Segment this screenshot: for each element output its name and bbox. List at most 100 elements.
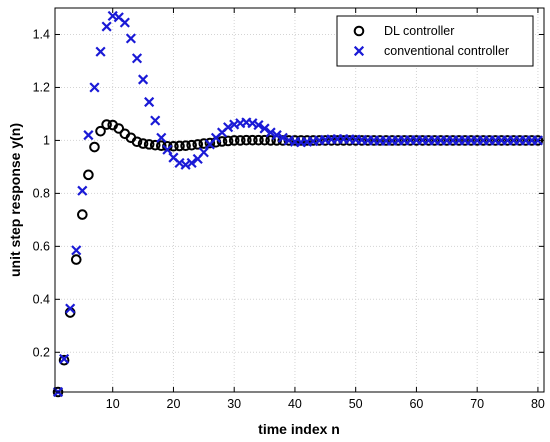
data-point [58, 354, 70, 366]
data-point [149, 139, 161, 151]
series-layer [52, 10, 544, 398]
legend-marker [353, 25, 365, 37]
data-point [490, 135, 501, 146]
data-point [186, 157, 197, 169]
plot-frame [54, 7, 545, 393]
y-tick-label: 0.8 [33, 186, 50, 200]
data-point [508, 135, 519, 146]
data-point [83, 130, 94, 141]
data-point [162, 144, 173, 155]
x-tick-label: 30 [227, 397, 241, 411]
data-point [186, 139, 197, 151]
y-tick-label: 0.4 [33, 292, 50, 306]
data-point [216, 136, 228, 147]
data-point [156, 140, 167, 152]
data-point [144, 96, 155, 108]
data-point [532, 135, 544, 146]
data-point [95, 125, 106, 137]
legend-label: conventional controller [384, 44, 509, 58]
data-point [77, 209, 88, 220]
data-point [59, 353, 70, 364]
data-point [70, 254, 82, 265]
x-tick-label: 80 [531, 397, 545, 411]
data-point [496, 135, 507, 146]
data-point [447, 135, 459, 146]
data-point [471, 135, 483, 146]
x-tick-label: 50 [349, 397, 363, 411]
y-tick-label: 0.6 [33, 239, 50, 253]
x-tick-label: 20 [167, 397, 181, 411]
data-point [247, 134, 258, 146]
data-point [253, 134, 264, 146]
data-point [223, 122, 234, 133]
data-point [168, 140, 179, 152]
data-point [156, 132, 167, 143]
data-point [441, 135, 453, 146]
x-tick-label: 40 [288, 397, 302, 411]
legend: DL controller conventional controller [336, 15, 534, 67]
x-tick-label: 60 [409, 397, 423, 411]
data-point [259, 134, 270, 146]
data-point [137, 138, 149, 149]
data-point [520, 135, 532, 146]
data-point [204, 137, 216, 149]
grid [55, 8, 544, 392]
data-point [89, 141, 100, 153]
data-point [271, 130, 282, 141]
data-point [180, 140, 191, 152]
legend-box [336, 15, 534, 67]
data-point [101, 119, 112, 130]
data-point [241, 134, 252, 146]
data-point [119, 17, 130, 28]
data-point [277, 135, 289, 146]
data-point [435, 135, 447, 146]
data-point [125, 33, 137, 44]
data-point [143, 139, 155, 150]
series-2 [52, 10, 544, 398]
data-point [113, 123, 125, 134]
data-point [253, 119, 264, 131]
y-tick-label: 0.2 [33, 345, 50, 359]
data-point [453, 135, 465, 146]
ticks: 10 20 30 40 50 60 70 80 0.2 0.4 0.6 0.8 1 1.2 1.4 [33, 8, 545, 411]
data-point [131, 53, 143, 64]
y-axis-label: unit step response y(n) [7, 123, 23, 277]
data-point [192, 139, 204, 150]
data-point [429, 135, 440, 146]
data-point [174, 140, 185, 152]
data-point [65, 303, 76, 314]
x-tick-label: 70 [470, 397, 484, 411]
legend-label: DL controller [384, 24, 454, 38]
data-point [95, 46, 106, 57]
legend-marker [353, 45, 365, 57]
data-point [477, 135, 489, 146]
data-point [71, 245, 82, 256]
data-point [138, 74, 149, 85]
plot-area [55, 8, 544, 392]
data-point [277, 132, 288, 143]
data-point [265, 127, 276, 138]
data-point [526, 135, 538, 146]
data-point [101, 21, 112, 32]
y-tick-label: 1 [43, 133, 50, 147]
y-tick-label: 1.2 [33, 80, 50, 94]
data-point [484, 135, 495, 146]
data-point [150, 115, 161, 126]
data-point [259, 123, 270, 134]
x-tick-label: 10 [106, 397, 120, 411]
data-point [228, 135, 240, 146]
data-point [83, 169, 94, 181]
data-point [502, 135, 513, 146]
data-point [265, 135, 276, 146]
data-point [77, 185, 88, 196]
data-point [465, 135, 477, 146]
y-tick-label: 1.4 [33, 27, 50, 41]
x-axis-label: time index n [258, 421, 340, 437]
data-point [131, 136, 143, 148]
data-point [459, 135, 471, 146]
data-point [89, 82, 100, 93]
data-point [514, 135, 526, 146]
data-point [234, 135, 246, 146]
data-point [222, 135, 234, 147]
